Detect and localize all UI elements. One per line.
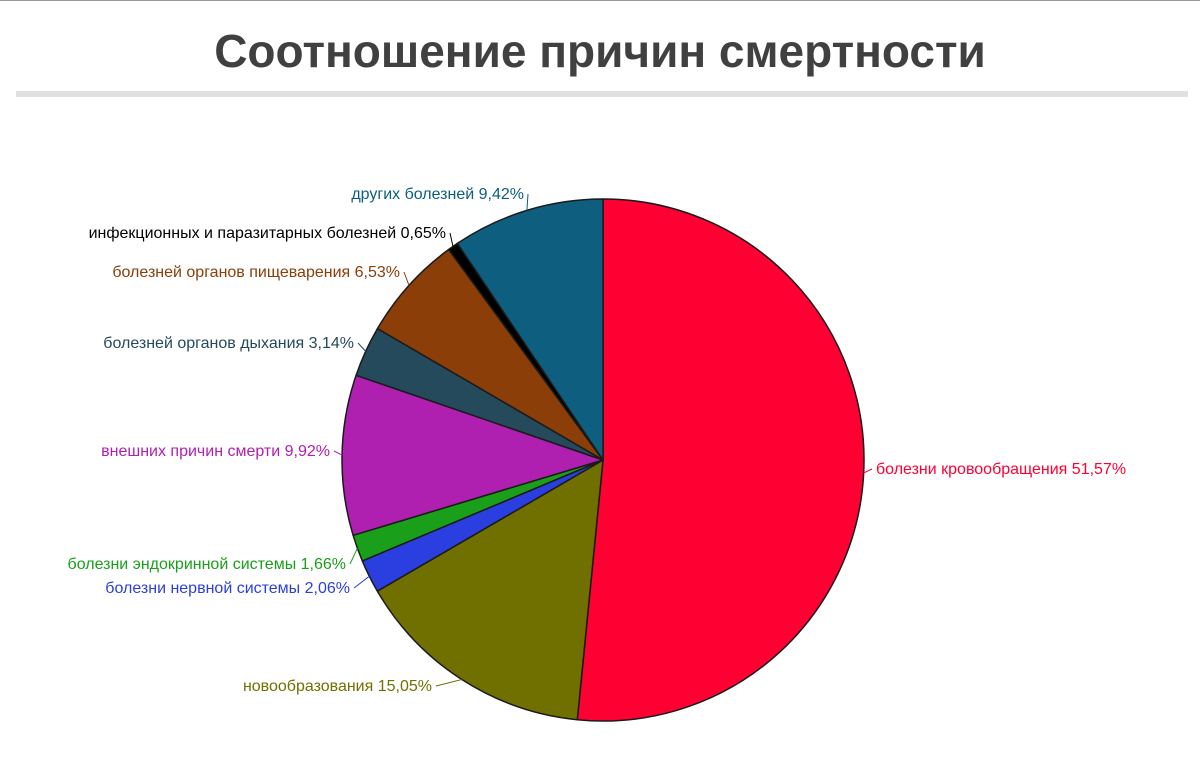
leader-line-5 bbox=[357, 342, 367, 352]
slice-label-7: инфекционных и паразитарных болезней 0,6… bbox=[89, 225, 446, 242]
slice-label-0: болезни кровообращения 51,57% bbox=[876, 461, 1126, 478]
leader-line-8 bbox=[526, 193, 529, 211]
title-underline bbox=[16, 91, 1188, 97]
slice-label-1: новообразования 15,05% bbox=[243, 678, 432, 695]
leader-line-1 bbox=[435, 679, 462, 687]
slice-label-8: других болезней 9,42% bbox=[351, 186, 524, 203]
leader-lines bbox=[333, 193, 873, 687]
slice-label-4: внешних причин смерти 9,92% bbox=[101, 443, 330, 460]
pie-slice-1 bbox=[376, 459, 604, 721]
slice-label-5: болезней органов дыхания 3,14% bbox=[103, 335, 354, 352]
slice-label-3: болезни эндокринной системы 1,66% bbox=[68, 556, 346, 573]
leader-line-2 bbox=[353, 575, 370, 589]
slice-label-6: болезней органов пищеварения 6,53% bbox=[112, 264, 400, 281]
pie-slices bbox=[341, 198, 865, 722]
pie-slice-4 bbox=[341, 374, 604, 537]
leader-line-4 bbox=[333, 450, 343, 456]
pie-slice-0 bbox=[576, 198, 865, 722]
pie-slice-8 bbox=[456, 198, 604, 461]
top-rule bbox=[0, 0, 1200, 1]
slice-label-2: болезни нервной системы 2,06% bbox=[105, 580, 350, 597]
chart-title: Соотношение причин смертности bbox=[214, 25, 986, 77]
slice-labels: болезни кровообращения 51,57% новообразов… bbox=[68, 186, 1127, 695]
leader-line-3 bbox=[349, 548, 358, 565]
leader-line-6 bbox=[403, 271, 410, 286]
leader-line-7 bbox=[449, 232, 454, 247]
leader-line-0 bbox=[863, 468, 873, 474]
